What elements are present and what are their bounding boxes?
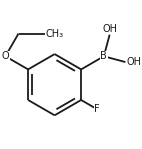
Text: CH₃: CH₃ — [45, 29, 64, 39]
Text: O: O — [2, 51, 9, 61]
Text: F: F — [94, 104, 100, 114]
Text: OH: OH — [126, 57, 141, 67]
Text: OH: OH — [102, 24, 117, 34]
Text: B: B — [101, 51, 107, 61]
